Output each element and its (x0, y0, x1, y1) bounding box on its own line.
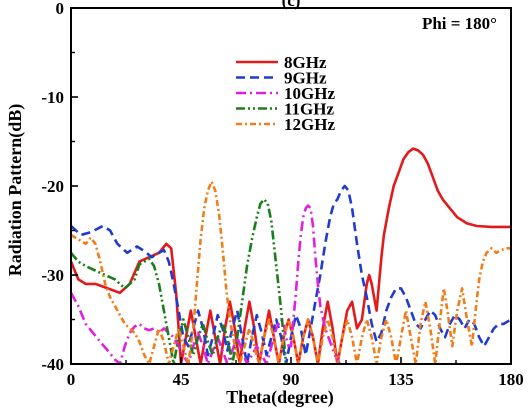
x-tick-label: 0 (67, 370, 76, 389)
y-tick-label: -40 (41, 355, 64, 374)
y-tick-label: -10 (41, 88, 64, 107)
series-line-11ghz (71, 198, 288, 364)
y-axis-title: Radiation Pattern(dB) (5, 104, 26, 277)
ticks-layer: 0 45 90 135 180 0 -10 -20 -30 -40 (41, 0, 523, 389)
series-line-9ghz (71, 184, 511, 364)
x-tick-label: 45 (173, 370, 190, 389)
legend-label-12ghz: 12GHz (284, 115, 335, 134)
series-line-10ghz (71, 204, 342, 364)
x-tick-label: 180 (498, 370, 524, 389)
y-tick-label: -20 (41, 177, 64, 196)
legend-label-10ghz: 10GHz (284, 84, 335, 103)
legend-label-8ghz: 8GHz (284, 53, 327, 72)
x-tick-label: 135 (388, 370, 414, 389)
y-tick-label: -30 (41, 266, 64, 285)
x-axis-title: Theta(degree) (226, 387, 334, 408)
legend-label-11ghz: 11GHz (284, 100, 335, 119)
series-layer (71, 147, 511, 364)
phi-annotation: Phi = 180° (422, 14, 497, 33)
legend-label-9ghz: 9GHz (284, 69, 327, 88)
y-tick-label: 0 (56, 0, 65, 18)
x-tick-label: 90 (283, 370, 300, 389)
panel-label: (c) (282, 0, 301, 10)
